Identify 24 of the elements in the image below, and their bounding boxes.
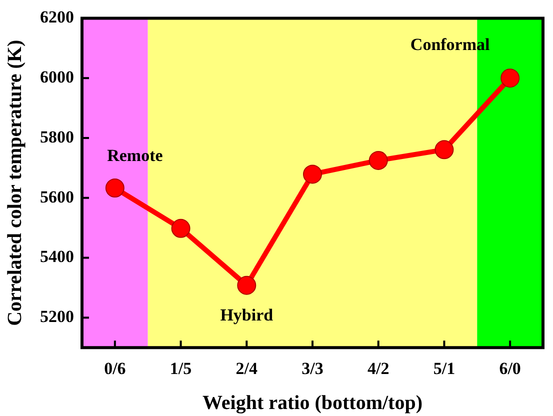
point	[237, 276, 256, 295]
x-tick-label: 0/6	[104, 359, 126, 378]
annotation: Remote	[107, 146, 164, 165]
x-tick-label: 5/1	[433, 359, 456, 378]
point	[368, 150, 388, 170]
x-axis-title: Weight ratio (bottom/top)	[202, 392, 422, 414]
annotation: Hybird	[220, 305, 274, 324]
y-tick-label: 5600	[40, 187, 74, 206]
y-axis-title: Correlated color temperature (K)	[4, 40, 26, 326]
y-tick-label: 6200	[40, 8, 74, 27]
y-tick-label: 5200	[40, 307, 74, 326]
y-tick-label: 5800	[40, 127, 74, 146]
x-tick-label: 6/0	[499, 359, 521, 378]
x-tick-label: 1/5	[170, 359, 192, 378]
x-tick-label: 2/4	[236, 359, 258, 378]
x-tick-label: 4/2	[367, 359, 390, 378]
y-tick-label: 6000	[40, 67, 74, 86]
x-tick-label: 3/3	[302, 359, 324, 378]
point	[500, 68, 520, 88]
point	[105, 178, 124, 198]
y-tick-label: 5400	[40, 247, 74, 266]
point	[434, 140, 454, 160]
point	[171, 218, 190, 238]
point	[303, 164, 322, 184]
